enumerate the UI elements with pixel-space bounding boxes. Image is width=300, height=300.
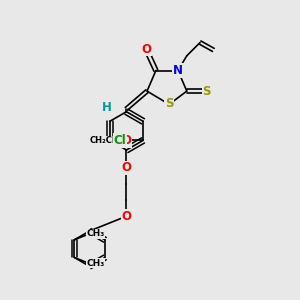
- Text: O: O: [122, 161, 131, 174]
- Text: H: H: [101, 101, 111, 114]
- Text: O: O: [141, 43, 151, 56]
- Text: CH₃: CH₃: [86, 230, 105, 238]
- Text: O: O: [122, 210, 131, 223]
- Text: S: S: [202, 85, 211, 98]
- Text: N: N: [173, 64, 183, 77]
- Text: CH₃: CH₃: [86, 259, 105, 268]
- Text: S: S: [165, 97, 173, 110]
- Text: O: O: [122, 134, 132, 147]
- Text: Cl: Cl: [114, 134, 127, 147]
- Text: CH₂CH₃: CH₂CH₃: [89, 136, 123, 145]
